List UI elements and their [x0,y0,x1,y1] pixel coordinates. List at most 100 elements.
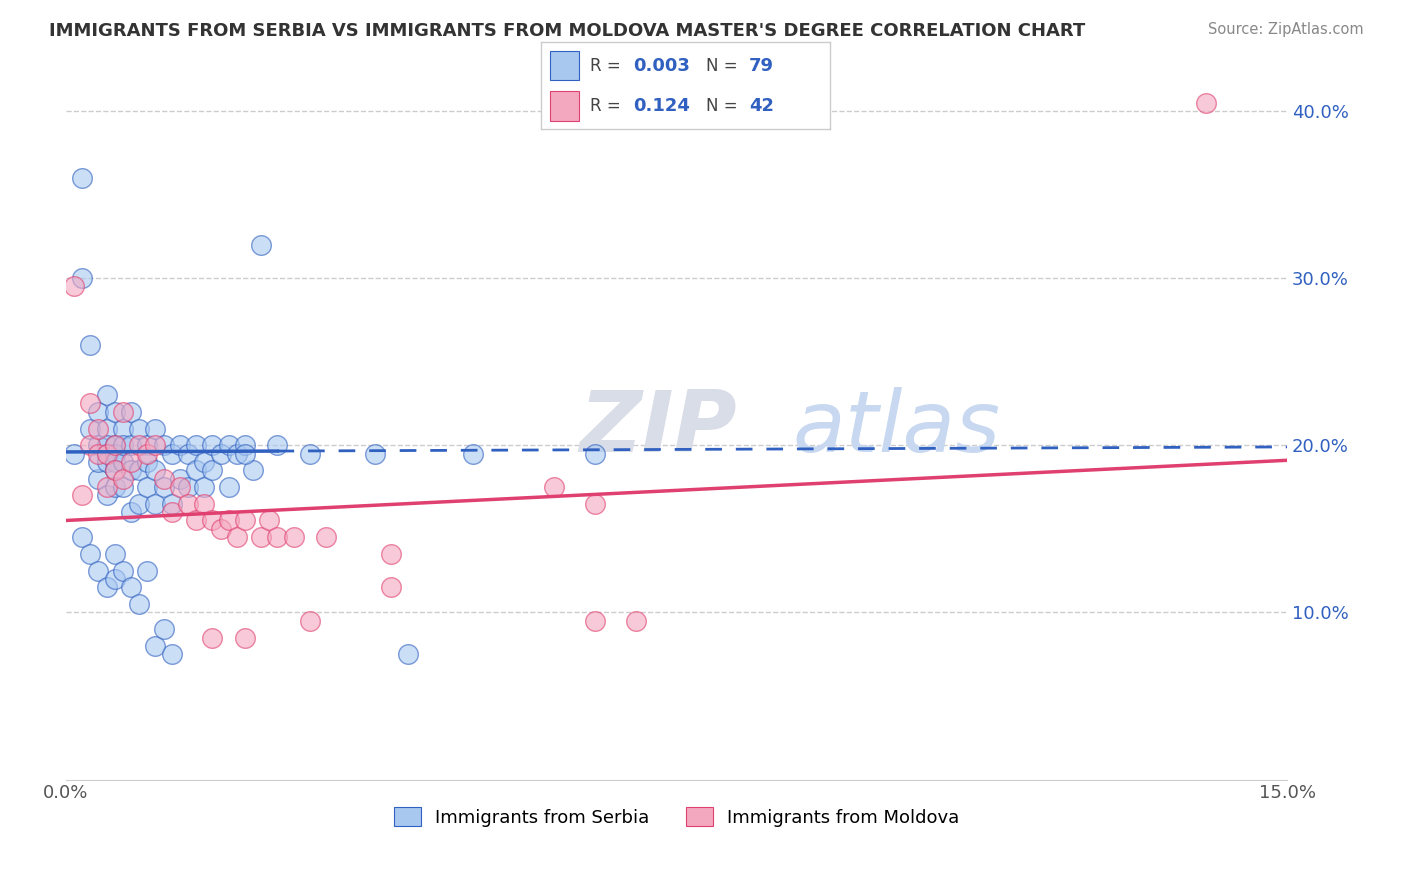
Point [136,480,159,494]
Point [87,421,110,435]
Point [145,463,167,477]
Text: R =: R = [591,96,626,115]
Point [87,438,110,452]
Point [177,497,200,511]
Point [169,438,191,452]
Point [218,438,240,452]
Point [201,513,224,527]
Point [225,447,247,461]
Text: 0.003: 0.003 [634,56,690,75]
Point [111,480,134,494]
Point [225,530,247,544]
Point [128,421,150,435]
Point [128,597,150,611]
Point [380,580,402,594]
Point [96,580,118,594]
Point [111,405,134,419]
Point [120,405,142,419]
Point [543,480,565,494]
Point [104,405,127,419]
Point [201,463,224,477]
Point [364,447,387,461]
Point [104,438,127,452]
Point [96,447,118,461]
Point [96,388,118,402]
Point [96,455,118,469]
Point [218,513,240,527]
Point [111,438,134,452]
Point [169,472,191,486]
Point [201,438,224,452]
Point [193,480,215,494]
Point [250,530,273,544]
Legend: Immigrants from Serbia, Immigrants from Moldova: Immigrants from Serbia, Immigrants from … [387,800,966,834]
Point [87,564,110,578]
Text: ZIP: ZIP [579,387,737,470]
Point [111,472,134,486]
Point [136,564,159,578]
Text: 42: 42 [749,96,773,115]
Point [461,447,484,461]
Point [104,572,127,586]
Point [233,631,256,645]
Point [152,480,174,494]
Point [160,647,183,661]
Point [136,438,159,452]
Point [87,472,110,486]
Point [70,530,93,544]
Point [104,463,127,477]
Point [128,497,150,511]
Point [104,438,127,452]
Point [145,639,167,653]
Point [315,530,337,544]
Point [111,421,134,435]
Point [120,455,142,469]
FancyBboxPatch shape [550,51,579,80]
Point [299,614,322,628]
Point [583,447,606,461]
Point [160,447,183,461]
Point [233,513,256,527]
Point [104,480,127,494]
Point [79,396,101,410]
Point [96,488,118,502]
Point [218,480,240,494]
Text: N =: N = [706,56,742,75]
Point [145,438,167,452]
Point [120,463,142,477]
Point [79,338,101,352]
Point [583,614,606,628]
Point [87,447,110,461]
Point [233,438,256,452]
Point [87,405,110,419]
Point [160,505,183,519]
Point [283,530,305,544]
Point [184,463,207,477]
Point [152,622,174,636]
Text: Source: ZipAtlas.com: Source: ZipAtlas.com [1208,22,1364,37]
Point [120,438,142,452]
Point [145,421,167,435]
Point [136,447,159,461]
Point [120,505,142,519]
Text: R =: R = [591,56,626,75]
Point [233,447,256,461]
Point [184,513,207,527]
Point [104,463,127,477]
Text: atlas: atlas [793,387,1001,470]
Point [79,421,101,435]
Text: N =: N = [706,96,742,115]
Point [160,497,183,511]
Point [104,455,127,469]
Text: IMMIGRANTS FROM SERBIA VS IMMIGRANTS FROM MOLDOVA MASTER'S DEGREE CORRELATION CH: IMMIGRANTS FROM SERBIA VS IMMIGRANTS FRO… [49,22,1085,40]
Point [96,447,118,461]
Point [193,497,215,511]
Point [177,480,200,494]
Point [145,497,167,511]
Point [63,279,86,293]
Point [177,447,200,461]
Text: 0.124: 0.124 [634,96,690,115]
Point [120,580,142,594]
Point [193,455,215,469]
Point [104,547,127,561]
